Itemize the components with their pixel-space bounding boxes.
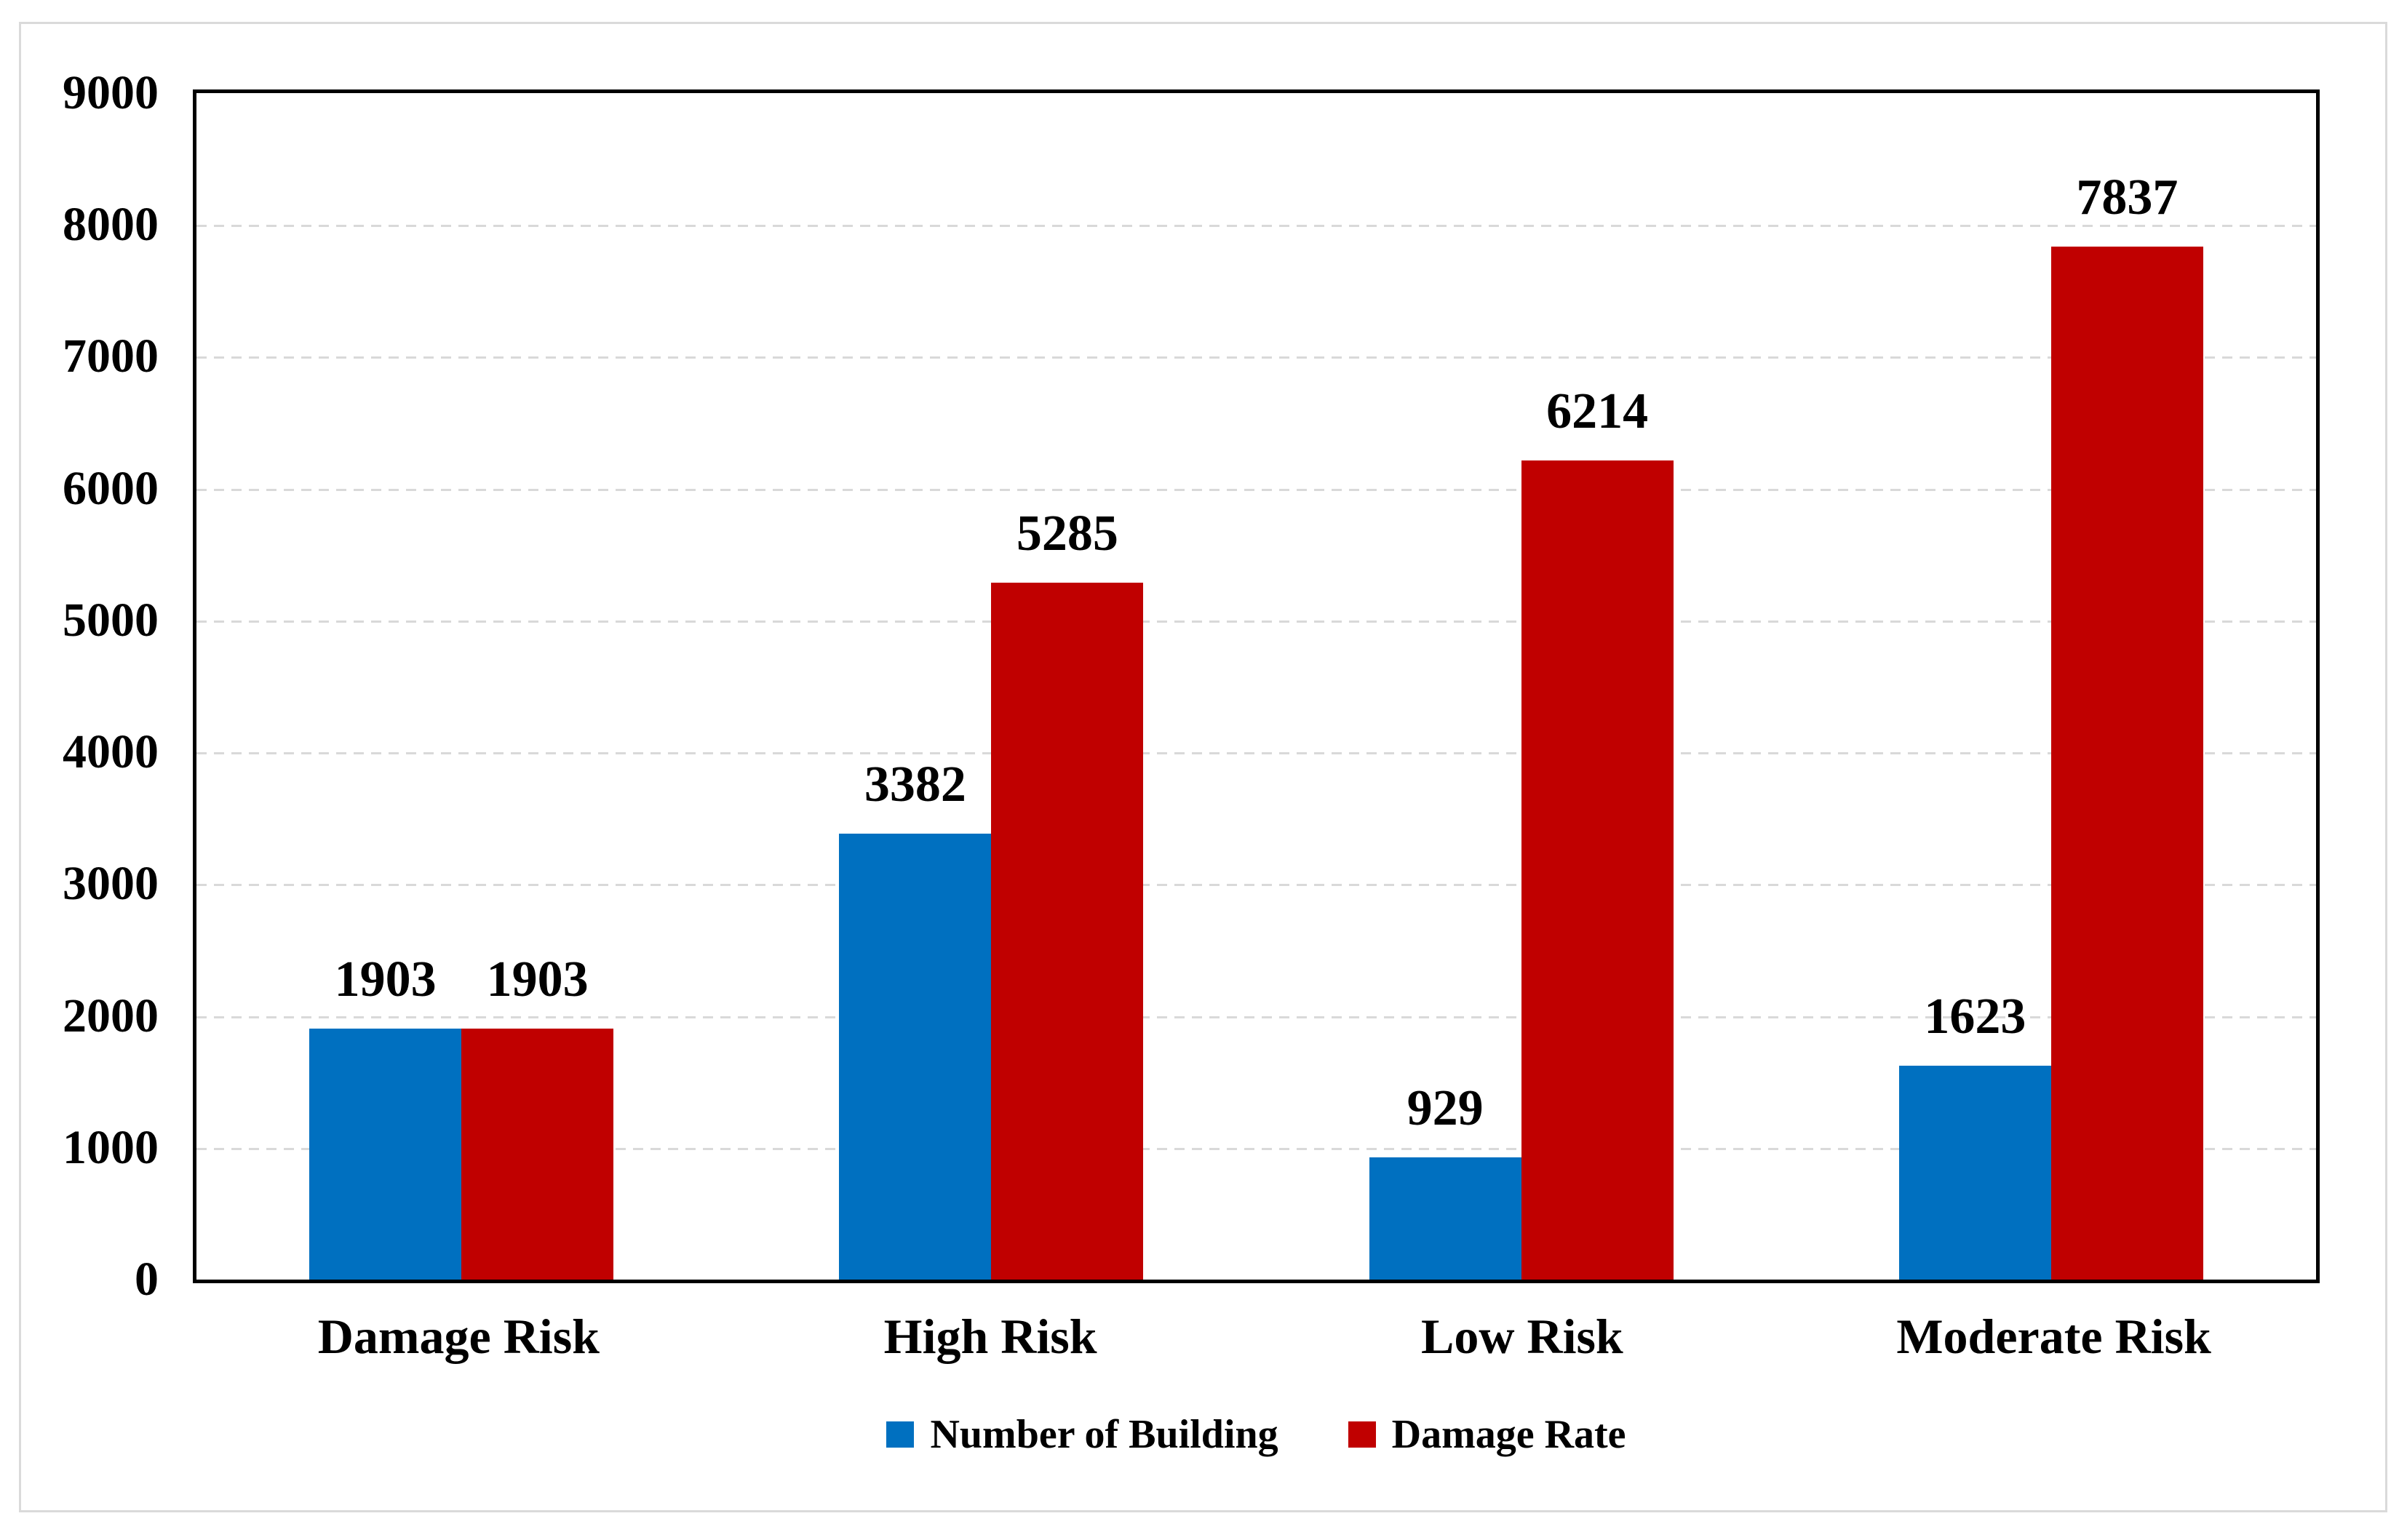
y-tick-label-1000: 1000 — [63, 1120, 159, 1174]
x-axis-label-moderate-risk: Moderate Risk — [1896, 1309, 2211, 1364]
data-label: 1903 — [486, 951, 589, 1008]
gridline-6000 — [196, 488, 2316, 491]
y-tick-label-2000: 2000 — [63, 989, 159, 1042]
plot-area: 1903 1903 3382 5285 929 6214 1623 7837 — [193, 89, 2320, 1283]
y-tick-label-9000: 9000 — [63, 66, 159, 119]
legend-item-number-of-building: Number of Building — [886, 1411, 1278, 1458]
data-label: 5285 — [1016, 506, 1118, 562]
legend-label: Number of Building — [930, 1412, 1278, 1457]
y-tick-label-0: 0 — [135, 1253, 159, 1306]
data-label: 6214 — [1546, 383, 1649, 439]
x-axis-category-labels: Damage Risk High Risk Low Risk Moderate Ris… — [193, 1308, 2320, 1365]
bar-damage-rate-damage-risk: 1903 — [461, 954, 614, 1280]
data-label: 1623 — [1924, 988, 2026, 1045]
bar-number-of-building-damage-risk: 1903 — [309, 954, 462, 1280]
data-label: 7837 — [2076, 169, 2179, 226]
legend: Number of Building Damage Rate — [193, 1411, 2320, 1458]
legend-item-damage-rate: Damage Rate — [1348, 1411, 1626, 1458]
gridline-5000 — [196, 620, 2316, 623]
gridline-4000 — [196, 752, 2316, 755]
bar-group-low-risk: 929 6214 — [1257, 93, 1786, 1280]
gridline-7000 — [196, 356, 2316, 359]
legend-label: Damage Rate — [1391, 1412, 1626, 1457]
legend-marker-blue-square-icon — [886, 1421, 915, 1448]
gridline-3000 — [196, 884, 2316, 887]
bar-number-of-building-low-risk: 929 — [1369, 1082, 1521, 1280]
y-axis: 0 1000 2000 3000 4000 5000 6000 7000 8000 9000 — [0, 0, 159, 1540]
x-axis-label-damage-risk: Damage Risk — [317, 1309, 600, 1364]
bar-group-high-risk: 3382 5285 — [726, 93, 1256, 1280]
x-axis-label-low-risk: Low Risk — [1421, 1309, 1623, 1364]
bar-groups: 1903 1903 3382 5285 929 6214 1623 7837 — [196, 93, 2316, 1280]
bar-number-of-building-moderate-risk: 1623 — [1898, 991, 2051, 1280]
y-tick-label-3000: 3000 — [63, 857, 159, 911]
gridline-2000 — [196, 1016, 2316, 1018]
data-label: 3382 — [864, 757, 966, 813]
bar-damage-rate-moderate-risk: 7837 — [2050, 172, 2203, 1280]
data-label: 1903 — [334, 951, 437, 1008]
y-tick-label-6000: 6000 — [63, 461, 159, 515]
bar-number-of-building-high-risk: 3382 — [839, 759, 992, 1280]
y-tick-label-5000: 5000 — [63, 593, 159, 647]
bar-group-moderate-risk: 1623 7837 — [1786, 93, 2316, 1280]
gridline-8000 — [196, 225, 2316, 228]
y-tick-label-8000: 8000 — [63, 198, 159, 252]
legend-marker-red-square-icon — [1348, 1421, 1376, 1448]
bar-damage-rate-high-risk: 5285 — [991, 508, 1144, 1280]
gridline-1000 — [196, 1147, 2316, 1150]
x-axis-label-high-risk: High Risk — [883, 1309, 1097, 1364]
bar-damage-rate-low-risk: 6214 — [1521, 386, 1674, 1280]
y-tick-label-4000: 4000 — [63, 725, 159, 779]
bar-group-damage-risk: 1903 1903 — [196, 93, 726, 1280]
y-tick-label-7000: 7000 — [63, 330, 159, 383]
data-label: 929 — [1407, 1080, 1484, 1136]
